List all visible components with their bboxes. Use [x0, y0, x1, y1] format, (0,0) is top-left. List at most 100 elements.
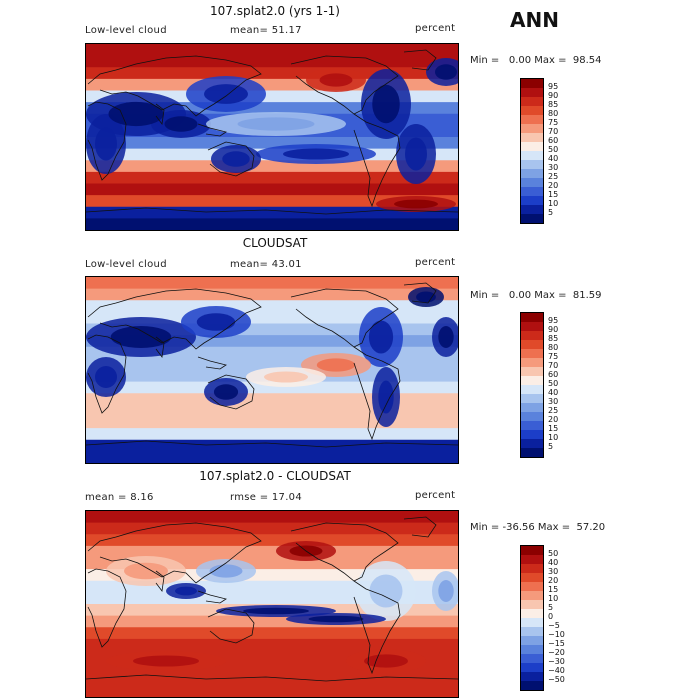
colorbar-swatch: [521, 600, 543, 609]
colorbar-swatch: [521, 394, 543, 403]
panel-2-map: [85, 276, 459, 464]
colorbar-swatch: [521, 618, 543, 627]
colorbar-swatch: [521, 654, 543, 663]
panel-3-title: 107.splat2.0 - CLOUDSAT: [199, 469, 351, 483]
colorbar-swatch: [521, 115, 543, 124]
colorbar-tick-label: 15: [548, 585, 559, 594]
colorbar-swatch: [521, 385, 543, 394]
colorbar-tick-label: 70: [548, 127, 559, 136]
colorbar-swatch: [521, 331, 543, 340]
colorbar-swatch: [521, 124, 543, 133]
colorbar-swatch: [521, 663, 543, 672]
colorbar-tick-label: 25: [548, 406, 559, 415]
colorbar-swatch: [521, 142, 543, 151]
colorbar-swatch: [521, 313, 543, 322]
colorbar-swatch: [521, 187, 543, 196]
colorbar-swatch: [521, 412, 543, 421]
colorbar-swatch: [521, 448, 543, 457]
colorbar-tick-label: 95: [548, 82, 559, 91]
colorbar-tick-label: 95: [548, 316, 559, 325]
colorbar-tick-label: 25: [548, 172, 559, 181]
colorbar-tick-label: −30: [548, 657, 565, 666]
colorbar-tick-label: 10: [548, 199, 559, 208]
panel-2-colorbar: [520, 312, 544, 458]
panel-3-rmse-label: rmse = 17.04: [230, 492, 303, 503]
colorbar-tick-label: −50: [548, 675, 565, 684]
panel-3-map: [85, 510, 459, 698]
colorbar-swatch: [521, 403, 543, 412]
colorbar-tick-label: 5: [548, 442, 554, 451]
colorbar-tick-label: 50: [548, 379, 559, 388]
colorbar-swatch: [521, 421, 543, 430]
colorbar-tick-label: 90: [548, 325, 559, 334]
colorbar-swatch: [521, 79, 543, 88]
colorbar-swatch: [521, 160, 543, 169]
colorbar-tick-label: −5: [548, 621, 560, 630]
colorbar-tick-label: 15: [548, 190, 559, 199]
panel-2-variable-label: Low-level cloud: [85, 259, 167, 270]
colorbar-swatch: [521, 591, 543, 600]
colorbar-swatch: [521, 430, 543, 439]
colorbar-tick-label: 30: [548, 567, 559, 576]
colorbar-swatch: [521, 672, 543, 681]
colorbar-tick-label: 90: [548, 91, 559, 100]
panel-1-variable-label: Low-level cloud: [85, 25, 167, 36]
panel-1-title: 107.splat2.0 (yrs 1-1): [210, 4, 340, 18]
panel-1-units-label: percent: [415, 23, 456, 34]
colorbar-swatch: [521, 322, 543, 331]
colorbar-swatch: [521, 582, 543, 591]
season-label: ANN: [510, 8, 559, 32]
colorbar-tick-label: 70: [548, 361, 559, 370]
colorbar-tick-label: 20: [548, 181, 559, 190]
colorbar-swatch: [521, 439, 543, 448]
colorbar-tick-label: 20: [548, 415, 559, 424]
colorbar-swatch: [521, 376, 543, 385]
colorbar-tick-label: 85: [548, 100, 559, 109]
colorbar-tick-label: 85: [548, 334, 559, 343]
panel-2-mean-label: mean= 43.01: [230, 259, 302, 270]
colorbar-swatch: [521, 151, 543, 160]
colorbar-swatch: [521, 367, 543, 376]
panel-2-minmax: Min = 0.00 Max = 81.59: [470, 290, 602, 301]
panel-3-mean-label: mean = 8.16: [85, 492, 154, 503]
colorbar-tick-label: 50: [548, 549, 559, 558]
colorbar-swatch: [521, 609, 543, 618]
colorbar-tick-label: 60: [548, 136, 559, 145]
colorbar-swatch: [521, 573, 543, 582]
colorbar-tick-label: 40: [548, 388, 559, 397]
colorbar-tick-label: 60: [548, 370, 559, 379]
panel-1-map: [85, 43, 459, 231]
colorbar-swatch: [521, 564, 543, 573]
colorbar-swatch: [521, 546, 543, 555]
colorbar-swatch: [521, 681, 543, 690]
colorbar-swatch: [521, 205, 543, 214]
colorbar-tick-label: −10: [548, 630, 565, 639]
colorbar-tick-label: 75: [548, 352, 559, 361]
colorbar-swatch: [521, 349, 543, 358]
colorbar-swatch: [521, 178, 543, 187]
colorbar-swatch: [521, 358, 543, 367]
colorbar-tick-label: 50: [548, 145, 559, 154]
colorbar-tick-label: 30: [548, 397, 559, 406]
colorbar-swatch: [521, 88, 543, 97]
colorbar-swatch: [521, 214, 543, 223]
colorbar-tick-label: 20: [548, 576, 559, 585]
colorbar-tick-label: −40: [548, 666, 565, 675]
colorbar-tick-label: 15: [548, 424, 559, 433]
colorbar-swatch: [521, 196, 543, 205]
panel-1-mean-label: mean= 51.17: [230, 25, 302, 36]
colorbar-tick-label: −15: [548, 639, 565, 648]
colorbar-swatch: [521, 555, 543, 564]
panel-3-minmax: Min = -36.56 Max = 57.20: [470, 522, 606, 533]
colorbar-tick-label: 5: [548, 603, 554, 612]
colorbar-swatch: [521, 133, 543, 142]
panel-2-title: CLOUDSAT: [242, 236, 308, 250]
colorbar-tick-label: 80: [548, 343, 559, 352]
colorbar-tick-label: 10: [548, 433, 559, 442]
panel-1-colorbar: [520, 78, 544, 224]
colorbar-tick-label: 30: [548, 163, 559, 172]
panel-1-minmax: Min = 0.00 Max = 98.54: [470, 55, 602, 66]
panel-3-colorbar: [520, 545, 544, 691]
colorbar-tick-label: 40: [548, 154, 559, 163]
colorbar-tick-label: 80: [548, 109, 559, 118]
